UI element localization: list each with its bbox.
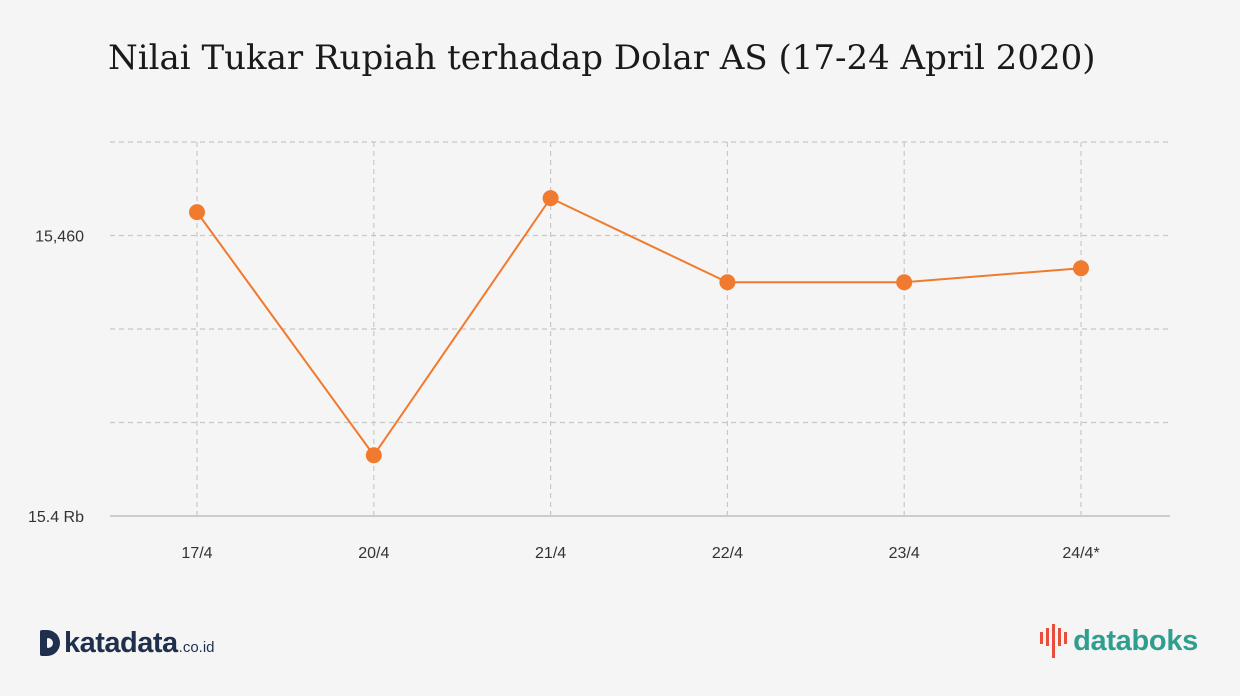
databoks-brand: databoks — [1073, 624, 1198, 657]
katadata-brand: katadata — [64, 627, 178, 659]
x-axis-labels: 17/4 20/4 21/4 22/4 23/4 24/4* — [181, 545, 1099, 562]
x-tick-label: 22/4 — [712, 545, 743, 562]
katadata-d-icon — [40, 630, 60, 656]
series — [189, 190, 1089, 464]
data-point[interactable] — [719, 274, 736, 291]
x-tick-label: 24/4* — [1062, 545, 1099, 562]
series-line — [196, 196, 1082, 457]
x-tick-label: 21/4 — [535, 545, 566, 562]
databoks-logo: databoks — [1040, 624, 1198, 658]
katadata-logo: katadata .co.id — [40, 626, 215, 660]
data-point[interactable] — [1073, 260, 1089, 277]
x-tick-label: 23/4 — [889, 545, 920, 562]
data-point[interactable] — [189, 204, 205, 221]
databoks-bars-icon — [1040, 624, 1068, 658]
y-axis-labels: 15.4 Rb 15,460 — [28, 229, 84, 527]
katadata-suffix: .co.id — [178, 639, 215, 656]
data-point[interactable] — [542, 190, 559, 207]
y-tick-label: 15.4 Rb — [28, 509, 84, 526]
grid-lines — [110, 141, 1170, 516]
x-tick-label: 17/4 — [181, 545, 212, 562]
data-point[interactable] — [896, 274, 913, 291]
chart-title: Nilai Tukar Rupiah terhadap Dolar AS (17… — [108, 38, 1096, 78]
y-tick-label: 15,460 — [35, 229, 84, 246]
x-tick-label: 20/4 — [358, 545, 389, 562]
data-point[interactable] — [365, 447, 382, 464]
